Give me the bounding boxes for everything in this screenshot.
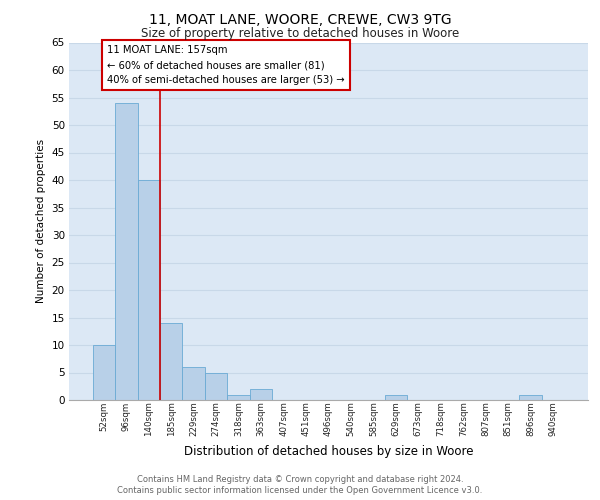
Bar: [227, 394, 250, 400]
Bar: [520, 394, 542, 400]
Text: Contains HM Land Registry data © Crown copyright and database right 2024.: Contains HM Land Registry data © Crown c…: [137, 475, 463, 484]
Text: 11, MOAT LANE, WOORE, CREWE, CW3 9TG: 11, MOAT LANE, WOORE, CREWE, CW3 9TG: [149, 12, 451, 26]
Text: 11 MOAT LANE: 157sqm
← 60% of detached houses are smaller (81)
40% of semi-detac: 11 MOAT LANE: 157sqm ← 60% of detached h…: [107, 46, 345, 85]
Text: Contains public sector information licensed under the Open Government Licence v3: Contains public sector information licen…: [118, 486, 482, 495]
Bar: [205, 372, 227, 400]
Bar: [182, 367, 205, 400]
Bar: [160, 323, 182, 400]
Bar: [92, 345, 115, 400]
Text: Size of property relative to detached houses in Woore: Size of property relative to detached ho…: [141, 28, 459, 40]
Y-axis label: Number of detached properties: Number of detached properties: [36, 139, 46, 304]
Bar: [137, 180, 160, 400]
Bar: [250, 389, 272, 400]
Bar: [385, 394, 407, 400]
X-axis label: Distribution of detached houses by size in Woore: Distribution of detached houses by size …: [184, 444, 473, 458]
Bar: [115, 103, 137, 400]
